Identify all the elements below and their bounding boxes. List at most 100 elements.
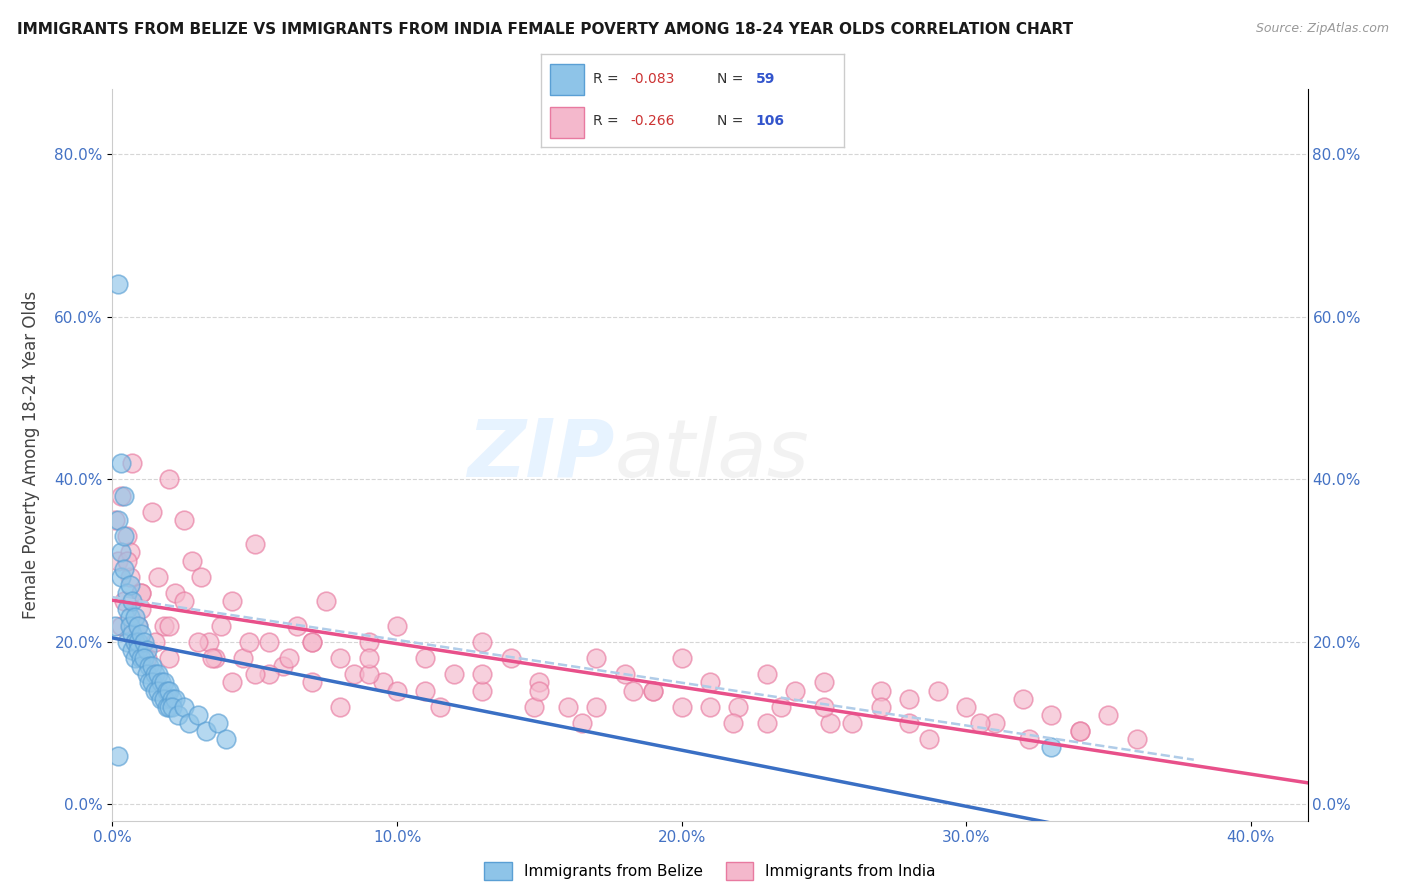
Point — [155, 699, 177, 714]
Point — [152, 675, 174, 690]
Point — [343, 667, 366, 681]
Point — [557, 699, 579, 714]
Point — [841, 716, 863, 731]
Point — [529, 683, 551, 698]
Point — [585, 699, 607, 714]
Point — [969, 716, 991, 731]
Point — [287, 618, 309, 632]
Point — [121, 643, 143, 657]
Text: atlas: atlas — [614, 416, 810, 494]
Point — [107, 553, 129, 567]
Point — [157, 699, 180, 714]
Point — [277, 651, 299, 665]
Legend: Immigrants from Belize, Immigrants from India: Immigrants from Belize, Immigrants from … — [478, 856, 942, 886]
Point — [141, 659, 163, 673]
Text: R =: R = — [593, 114, 623, 128]
Point — [115, 586, 138, 600]
Point — [107, 748, 129, 763]
Point — [415, 683, 437, 698]
Point — [201, 651, 224, 665]
Point — [187, 708, 209, 723]
Point — [118, 610, 141, 624]
Point — [813, 699, 835, 714]
Point — [112, 562, 135, 576]
Point — [110, 489, 132, 503]
Point — [315, 594, 337, 608]
Point — [443, 667, 465, 681]
Point — [135, 643, 157, 657]
Point — [179, 716, 201, 731]
Point — [671, 651, 693, 665]
Point — [146, 683, 169, 698]
Point — [112, 529, 135, 543]
Point — [110, 570, 132, 584]
Point — [301, 675, 323, 690]
Text: Source: ZipAtlas.com: Source: ZipAtlas.com — [1256, 22, 1389, 36]
Point — [129, 586, 152, 600]
Point — [357, 635, 380, 649]
Point — [329, 699, 352, 714]
Point — [621, 683, 644, 698]
Point — [209, 618, 232, 632]
Point — [127, 635, 149, 649]
Point — [157, 651, 180, 665]
Point — [149, 691, 172, 706]
Point — [104, 513, 127, 527]
Point — [699, 699, 721, 714]
Point — [243, 667, 266, 681]
Point — [112, 489, 135, 503]
Point — [357, 651, 380, 665]
Point — [221, 594, 243, 608]
Point — [167, 708, 190, 723]
Point — [385, 683, 408, 698]
Point — [585, 651, 607, 665]
Bar — [550, 107, 583, 138]
Point — [271, 659, 294, 673]
Point — [124, 635, 146, 649]
Point — [138, 675, 160, 690]
Point — [571, 716, 593, 731]
Point — [529, 675, 551, 690]
Y-axis label: Female Poverty Among 18-24 Year Olds: Female Poverty Among 18-24 Year Olds — [22, 291, 41, 619]
Point — [1040, 708, 1063, 723]
Point — [785, 683, 807, 698]
Point — [727, 699, 749, 714]
Text: ZIP: ZIP — [467, 416, 614, 494]
Point — [157, 618, 180, 632]
Point — [190, 570, 212, 584]
Point — [143, 667, 166, 681]
Point — [215, 732, 238, 747]
Point — [118, 618, 141, 632]
Point — [107, 277, 129, 292]
Point — [110, 456, 132, 470]
Point — [613, 667, 636, 681]
Text: R =: R = — [593, 72, 623, 87]
Point — [207, 716, 229, 731]
Point — [104, 618, 127, 632]
Text: -0.083: -0.083 — [630, 72, 675, 87]
Point — [152, 618, 174, 632]
Point — [721, 716, 744, 731]
Point — [471, 683, 494, 698]
Point — [121, 456, 143, 470]
Point — [121, 594, 143, 608]
Point — [818, 716, 841, 731]
Point — [195, 724, 218, 739]
Point — [157, 683, 180, 698]
Point — [127, 643, 149, 657]
Point — [155, 683, 177, 698]
Point — [699, 675, 721, 690]
Point — [1069, 724, 1091, 739]
Point — [232, 651, 254, 665]
Text: -0.266: -0.266 — [630, 114, 675, 128]
Point — [143, 683, 166, 698]
Point — [129, 659, 152, 673]
Point — [357, 667, 380, 681]
Point — [118, 545, 141, 559]
Point — [898, 691, 921, 706]
Point — [129, 626, 152, 640]
Point — [770, 699, 793, 714]
Point — [135, 651, 157, 665]
Point — [118, 578, 141, 592]
Point — [124, 651, 146, 665]
